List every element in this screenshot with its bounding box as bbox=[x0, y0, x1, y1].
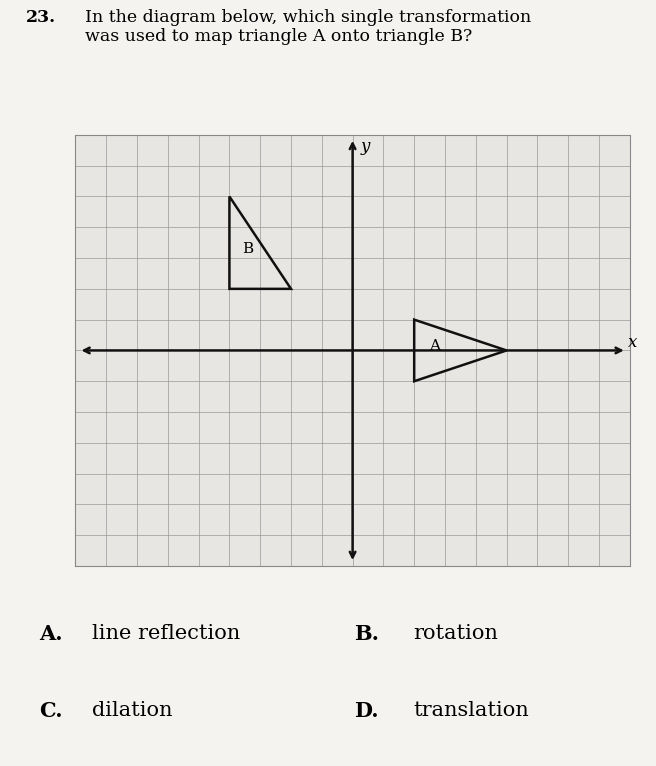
Text: x: x bbox=[628, 334, 638, 352]
Text: rotation: rotation bbox=[413, 624, 498, 643]
Text: translation: translation bbox=[413, 702, 529, 720]
Text: In the diagram below, which single transformation
was used to map triangle A ont: In the diagram below, which single trans… bbox=[85, 8, 531, 45]
Text: B.: B. bbox=[354, 624, 379, 643]
Text: C.: C. bbox=[39, 701, 63, 721]
Text: A.: A. bbox=[39, 624, 63, 643]
Text: A: A bbox=[430, 339, 441, 353]
Text: B: B bbox=[241, 242, 253, 256]
Text: y: y bbox=[360, 138, 370, 155]
Text: line reflection: line reflection bbox=[92, 624, 240, 643]
Text: dilation: dilation bbox=[92, 702, 173, 720]
Text: D.: D. bbox=[354, 701, 379, 721]
Text: 23.: 23. bbox=[26, 8, 56, 25]
